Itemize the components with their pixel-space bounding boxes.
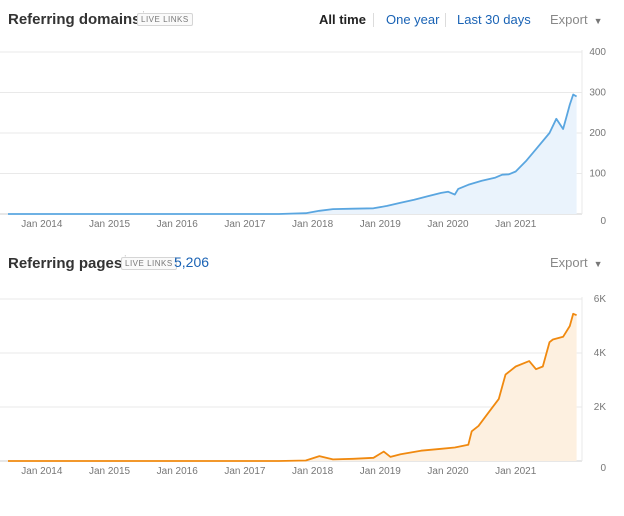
x-tick-label: Jan 2014 (21, 466, 63, 477)
referring-domains-panel: Referring domainsi LIVE LINKS All time O… (0, 0, 624, 240)
range-one-year-tab[interactable]: One year (386, 12, 440, 27)
live-links-badge: LIVE LINKS (137, 13, 193, 26)
live-links-badge: LIVE LINKS (121, 257, 177, 270)
referring-pages-count: 5,206 (174, 254, 210, 270)
x-tick-label: Jan 2015 (89, 466, 131, 477)
referring-domains-title: Referring domainsi (8, 10, 145, 28)
range-separator (373, 13, 374, 27)
series-area (8, 313, 577, 461)
referring-domains-header: Referring domainsi LIVE LINKS All time O… (0, 0, 624, 30)
x-tick-label: Jan 2017 (224, 219, 266, 230)
x-tick-label: Jan 2019 (360, 466, 402, 477)
y-tick-label: 200 (589, 128, 606, 139)
y-tick-label: 0 (600, 216, 606, 227)
referring-pages-chart: 0 2K 4K 6K Jan 2014 Jan 2015 Jan 2016 Jan 2017 J… (0, 294, 607, 477)
range-all-time-tab[interactable]: All time (319, 12, 366, 27)
x-tick-label: Jan 2014 (21, 219, 63, 230)
x-tick-label: Jan 2016 (157, 466, 199, 477)
y-tick-label: 400 (589, 47, 606, 58)
caret-down-icon: ▼ (593, 259, 603, 269)
referring-pages-panel: Referring pagesi LIVE LINKS 5,206 Export… (0, 245, 624, 491)
y-tick-label: 300 (589, 88, 606, 99)
referring-pages-title: Referring pagesi (8, 254, 126, 272)
x-tick-label: Jan 2018 (292, 466, 334, 477)
y-tick-label: 4K (594, 348, 607, 359)
x-tick-label: Jan 2019 (360, 219, 402, 230)
series-line (8, 93, 578, 215)
x-tick-label: Jan 2017 (224, 466, 266, 477)
x-tick-label: Jan 2018 (292, 219, 334, 230)
series-line (8, 312, 577, 462)
x-tick-label: Jan 2021 (495, 466, 537, 477)
x-tick-label: Jan 2015 (89, 219, 131, 230)
x-tick-label: Jan 2020 (427, 219, 469, 230)
x-tick-label: Jan 2016 (157, 219, 199, 230)
bottom-export-button[interactable]: Export ▼ (550, 255, 603, 270)
range-last-30-days-tab[interactable]: Last 30 days (457, 12, 531, 27)
y-tick-label: 0 (600, 463, 606, 474)
x-tick-label: Jan 2021 (495, 219, 537, 230)
x-tick-label: Jan 2020 (427, 466, 469, 477)
y-tick-label: 100 (589, 169, 606, 180)
series-area (8, 94, 577, 214)
referring-pages-header: Referring pagesi LIVE LINKS 5,206 Export… (0, 245, 624, 275)
y-tick-label: 6K (594, 294, 607, 305)
caret-down-icon: ▼ (593, 16, 603, 26)
referring-domains-chart: 0 100 200 300 400 Jan 2014 Jan 2015 Jan 2016 Jan… (0, 47, 606, 230)
top-export-button[interactable]: Export ▼ (550, 12, 603, 27)
y-tick-label: 2K (594, 402, 607, 413)
range-separator (445, 13, 446, 27)
